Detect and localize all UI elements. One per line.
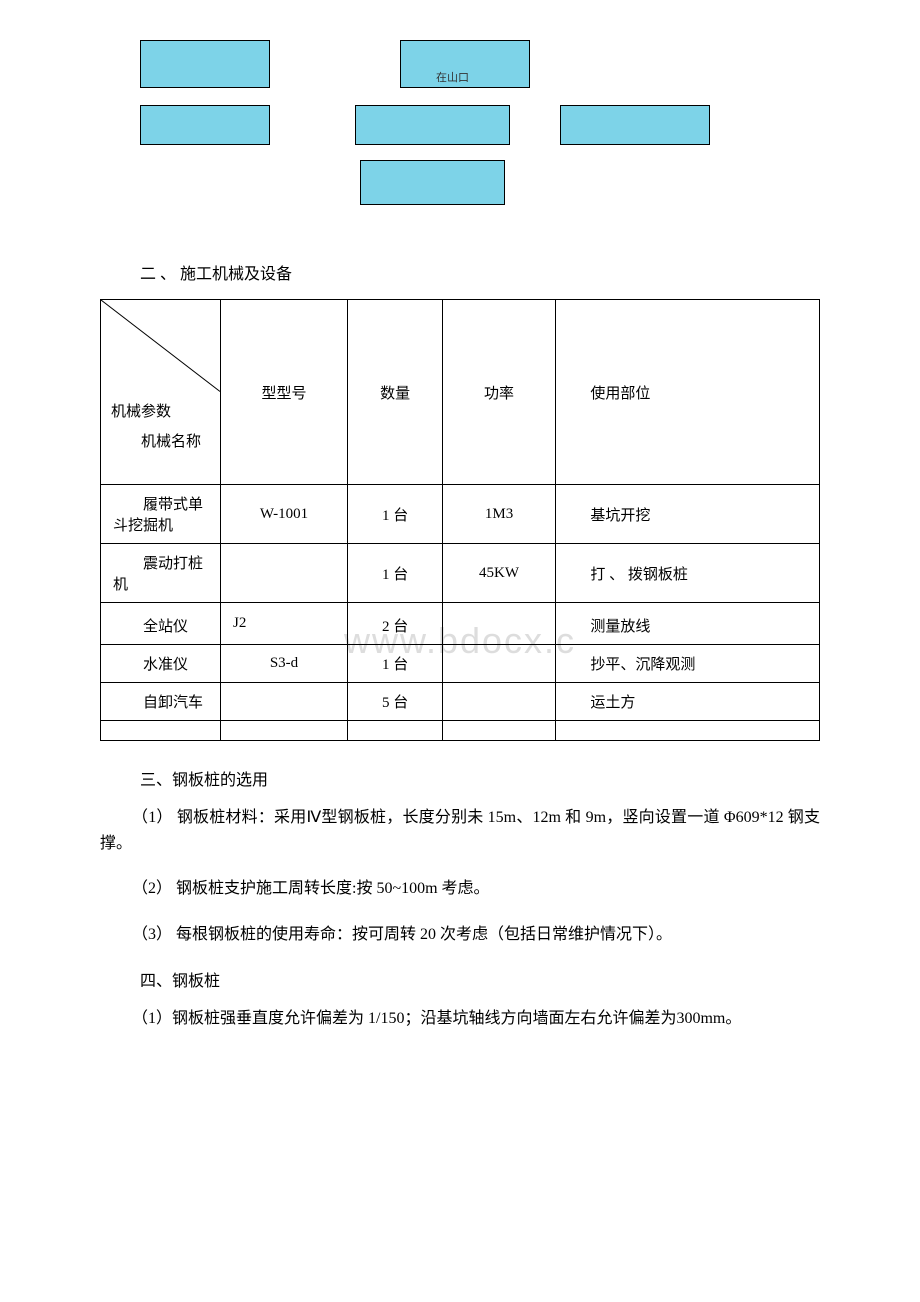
section3-heading: 三、钢板桩的选用 — [140, 766, 920, 790]
para-3-3: （3） 每根钢板桩的使用寿命：按可周转 20 次考虑（包括日常维护情况下）。 — [100, 922, 820, 948]
table-row: 履带式单斗挖掘机 W-1001 1 台 1M3 基坑开挖 — [101, 485, 820, 544]
cell-usage: 抄平、沉降观测 — [555, 645, 819, 683]
section4-heading: 四、钢板桩 — [140, 967, 920, 991]
col-qty: 数量 — [347, 300, 442, 485]
cell-qty: 5 台 — [347, 683, 442, 721]
table-header-diagonal: 机械参数 机械名称 — [101, 300, 221, 485]
section2-heading: 二 、 施工机械及设备 — [140, 260, 920, 284]
cell-qty: 2 台 — [347, 603, 442, 645]
col-usage: 使用部位 — [555, 300, 819, 485]
cell-qty: 1 台 — [347, 485, 442, 544]
cell-model: W-1001 — [221, 485, 348, 544]
cell-power: 45KW — [443, 544, 556, 603]
diagram-box-1 — [140, 40, 270, 88]
diagram-box-2: 在山口 — [400, 40, 530, 88]
diagram-box-4 — [355, 105, 510, 145]
cell-power — [443, 683, 556, 721]
para-3-2: （2） 钢板桩支护施工周转长度:按 50~100m 考虑。 — [100, 876, 820, 902]
col-model: 型型号 — [221, 300, 348, 485]
cell-name: 震动打桩机 — [101, 544, 221, 603]
diagram-box-5 — [560, 105, 710, 145]
cell-qty: 1 台 — [347, 544, 442, 603]
cell-usage: 基坑开挖 — [555, 485, 819, 544]
cell-power: 1M3 — [443, 485, 556, 544]
cell-usage: 打 、 拨钢板桩 — [555, 544, 819, 603]
cell-model: J2 — [221, 603, 348, 645]
cell-usage: 测量放线 — [555, 603, 819, 645]
cell-name: 全站仪 — [101, 603, 221, 645]
col-power: 功率 — [443, 300, 556, 485]
cell-usage: 运土方 — [555, 683, 819, 721]
header-param-label: 机械参数 — [111, 400, 171, 421]
diagram-small-text: 在山口 — [436, 69, 469, 85]
diagram-box-6 — [360, 160, 505, 205]
cell-name: 履带式单斗挖掘机 — [101, 485, 221, 544]
cell-power — [443, 603, 556, 645]
table-row: 全站仪 J2 2 台 测量放线 — [101, 603, 820, 645]
cell-model — [221, 683, 348, 721]
table-row: 震动打桩机 1 台 45KW 打 、 拨钢板桩 — [101, 544, 820, 603]
diagram-box-3 — [140, 105, 270, 145]
cell-qty: 1 台 — [347, 645, 442, 683]
table-row: 自卸汽车 5 台 运土方 — [101, 683, 820, 721]
header-name-label: 机械名称 — [111, 430, 210, 451]
cell-power — [443, 645, 556, 683]
cell-model — [221, 544, 348, 603]
equipment-table: 机械参数 机械名称 型型号 数量 功率 使用部位 履带式单斗挖掘机 W-1001… — [100, 299, 820, 741]
para-4-1: （1）钢板桩强垂直度允许偏差为 1/150；沿基坑轴线方向墙面左右允许偏差为30… — [100, 1006, 820, 1032]
cell-name: 水准仪 — [101, 645, 221, 683]
table-row: 水准仪 S3-d 1 台 抄平、沉降观测 — [101, 645, 820, 683]
cell-name: 自卸汽车 — [101, 683, 221, 721]
para-3-1: （1） 钢板桩材料：采用Ⅳ型钢板桩，长度分别未 15m、12m 和 9m，竖向设… — [100, 805, 820, 856]
diagram-area: 在山口 — [0, 40, 920, 240]
table-empty-row — [101, 721, 820, 741]
cell-model: S3-d — [221, 645, 348, 683]
table-header-row: 机械参数 机械名称 型型号 数量 功率 使用部位 — [101, 300, 820, 485]
